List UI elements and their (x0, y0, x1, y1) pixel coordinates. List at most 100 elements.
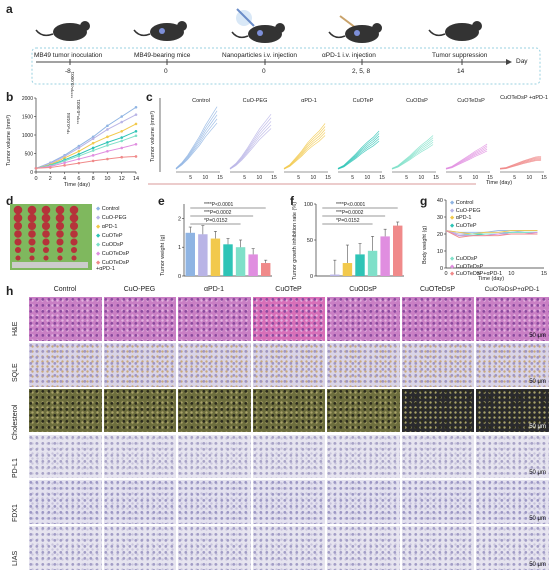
chart-c-xtick-label: 5 (297, 175, 300, 181)
event-day-2: 0 (164, 68, 168, 75)
tumor-sample (55, 221, 65, 231)
timeline-axis-label: Day (516, 58, 528, 65)
chart-b-point (120, 155, 124, 159)
chart-b-xtick-label: 10 (104, 176, 110, 182)
histology-image-5-4 (327, 526, 400, 570)
tumor-sample (13, 205, 23, 215)
tumor-sample (29, 255, 35, 261)
chart-g-series-6 (445, 230, 538, 238)
chart-b-series-2 (35, 123, 137, 169)
event-day-3: 0 (262, 68, 266, 75)
chart-c-title-3: CuOTeP (352, 98, 374, 104)
chart-c-curve (391, 144, 434, 170)
chart-b-stat-2: ***P=0.0031 (76, 99, 81, 124)
chart-c-curve (337, 138, 380, 170)
tumor-sample (14, 246, 22, 254)
chart-c-curve (175, 106, 218, 169)
histology-image-5-6: 50 μm (476, 526, 549, 570)
legend-d-5: ◆ CuOTeDsP (96, 251, 130, 257)
legend-g-5: ◆ CuOTeDsP (450, 263, 484, 270)
chart-f-ytick-label: 100 (304, 202, 313, 208)
chart-c-xtick-label: 15 (271, 175, 277, 181)
tumor-sample (70, 238, 78, 246)
histology-image-4-4 (327, 480, 400, 525)
tumor-sample (27, 213, 37, 223)
chart-f-ylabel: Tumor growth inhibition rate (%) (292, 201, 298, 280)
event-day-1: -8 (65, 68, 71, 75)
tumor-sample (69, 213, 79, 223)
histology-image-2-3 (252, 388, 326, 433)
panel-label-d: d (6, 194, 14, 208)
chart-c-xtick-label: 5 (351, 175, 354, 181)
chart-c-xtick-label: 5 (459, 175, 462, 181)
chart-c-xtick-label: 10 (473, 175, 479, 181)
chart-b-point (106, 157, 109, 161)
tumor-sample (70, 246, 78, 254)
chart-c-xtick-label: 5 (243, 175, 246, 181)
scale-bar-label: 50 μm (529, 378, 546, 385)
chart-g-ytick-label: 10 (437, 249, 443, 255)
col-label-6: CuOTeDsP+αPD-1 (484, 286, 540, 293)
chart-b-xtick-label: 14 (133, 176, 139, 182)
chart-b-point (91, 159, 95, 163)
histology-image-1-2 (178, 342, 251, 387)
tumor-sample (14, 230, 22, 238)
chart-e-stat-3: *P=0.0152 (204, 218, 228, 224)
tumor-sample (71, 255, 77, 261)
chart-b-point (106, 149, 109, 153)
histology-image-4-3 (252, 480, 326, 525)
histology-image-1-3 (252, 342, 326, 387)
tumor-sample (28, 230, 36, 238)
legend-d-2: ◆ αPD-1 (96, 224, 118, 230)
row-label-4: FDX1 (12, 504, 19, 522)
event-label-3: Nanoparticles i.v. injection (222, 52, 298, 59)
mouse-icon-2 (133, 21, 187, 41)
chart-c-curve (283, 123, 326, 169)
scale-bar-label: 50 μm (529, 561, 546, 568)
tumor-sample (28, 246, 36, 254)
tumor-sample (69, 205, 79, 215)
chart-c-title-4: CuODsP (406, 98, 428, 104)
chart-b-point (77, 144, 81, 148)
histology-image-2-6: 50 μm (476, 388, 549, 433)
chart-f-bar-5 (380, 236, 390, 276)
chart-c-xtick-label: 10 (419, 175, 425, 181)
chart-b-xtick-label: 0 (34, 176, 37, 182)
chart-e: 0 1 2 Tumor weight (g) ****P<0.0001 ***P=0… (160, 198, 278, 282)
chart-e-bar-6 (261, 263, 271, 276)
row-label-0: H&E (12, 321, 19, 336)
chart-b-stat-1: ****P<0.0001 (70, 71, 75, 98)
chart-c-curve (445, 143, 488, 169)
chart-c-xtick-label: 5 (189, 175, 192, 181)
panel-label-c: c (146, 90, 153, 104)
chart-e-ytick-label: 1 (178, 245, 181, 251)
chart-c-title-5: CuOTeDsP (457, 98, 485, 104)
event-label-4: αPD-1 i.v. injection (322, 52, 376, 59)
legend-d-0: ◆ Control (96, 206, 120, 212)
chart-f-ytick-label: 0 (310, 274, 313, 280)
panel-label-g: g (420, 194, 428, 208)
chart-f-bar-1 (330, 274, 340, 276)
histology-image-1-5 (401, 342, 475, 387)
tumor-sample (69, 221, 79, 231)
tumor-sample (13, 213, 23, 223)
tumor-photo-svg (12, 205, 88, 268)
chart-b-point (63, 164, 66, 167)
chart-e-ytick-label: 2 (178, 216, 181, 222)
scale-bar-label: 50 μm (529, 332, 546, 339)
chart-f-stat-2: ***P=0.0002 (336, 210, 364, 216)
chart-b-point (120, 120, 124, 124)
chart-b-ylabel: Tumor volume (mm³) (6, 114, 12, 166)
chart-b-point (91, 135, 95, 139)
histology-image-3-4 (327, 434, 400, 479)
chart-f-bar-6 (393, 225, 403, 276)
chart-c-xtick-label: 10 (203, 175, 209, 181)
col-label-2: αPD-1 (204, 286, 224, 293)
col-label-3: CuOTeP (275, 286, 302, 293)
chart-c-curve (175, 110, 218, 169)
chart-b-ytick-label: 1500 (22, 115, 33, 121)
histology-image-4-0 (29, 480, 102, 525)
chart-c-xtick-label: 10 (527, 175, 533, 181)
chart-c-title-6: CuOTeDsP +αPD-1 (500, 95, 548, 101)
chart-c-curve (337, 130, 380, 169)
